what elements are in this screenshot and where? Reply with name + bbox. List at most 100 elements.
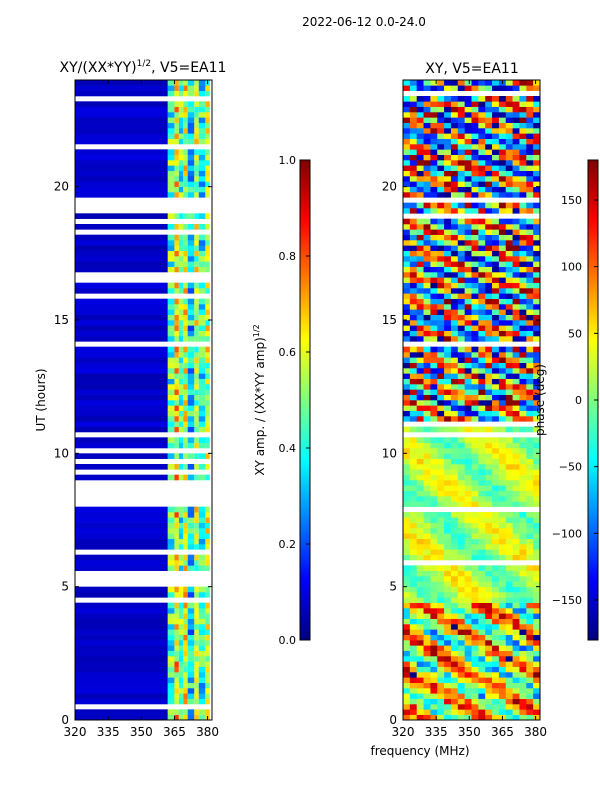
phase-cell: [450, 645, 459, 651]
phase-cell: [526, 176, 534, 182]
phase-cell: [478, 544, 486, 550]
phase-cell: [423, 373, 431, 379]
phase-cell: [512, 314, 520, 321]
phase-cell: [485, 208, 493, 214]
phase-cell: [526, 602, 534, 609]
amplitude-cell: [183, 538, 188, 545]
phase-cell: [457, 352, 465, 358]
phase-cell: [423, 693, 431, 699]
phase-cell: [464, 613, 472, 619]
phase-cell: [430, 400, 438, 406]
phase-cell: [464, 496, 472, 502]
amplitude-cell: [75, 640, 168, 646]
phase-cell: [464, 245, 472, 251]
phase-cell: [519, 677, 527, 683]
phase-cell: [485, 474, 493, 481]
phase-cell: [423, 80, 431, 86]
phase-cell: [519, 357, 527, 363]
amplitude-cell: [194, 352, 199, 358]
amplitude-cell: [187, 442, 195, 449]
phase-cell: [457, 554, 465, 561]
amplitude-cell: [75, 373, 168, 379]
phase-cell: [519, 416, 527, 422]
phase-cell: [403, 405, 411, 411]
phase-cell: [409, 714, 417, 721]
amplitude-cell: [205, 368, 210, 374]
amplitude-cell: [174, 618, 179, 625]
phase-cell: [430, 469, 438, 475]
phase-cell: [485, 133, 493, 139]
amplitude-cell: [183, 421, 188, 427]
phase-cell: [471, 677, 479, 683]
amplitude-cell: [174, 528, 179, 534]
phase-cell: [505, 250, 513, 257]
amplitude-cell: [187, 138, 195, 145]
phase-cell: [519, 272, 527, 278]
amplitude-cell: [75, 554, 168, 561]
amplitude-cell: [167, 304, 175, 310]
phase-cell: [492, 245, 500, 251]
phase-cell: [403, 298, 411, 305]
phase-cell: [409, 288, 417, 294]
phase-cell: [437, 128, 445, 134]
phase-cell: [526, 613, 534, 619]
amplitude-xtick-label: 350: [130, 725, 153, 739]
phase-cell: [512, 165, 520, 171]
phase-cell: [444, 149, 452, 155]
phase-cell: [457, 448, 465, 454]
phase-cell: [409, 330, 417, 337]
phase-cell: [526, 400, 534, 406]
phase-cell: [409, 544, 417, 550]
amplitude-cell: [205, 165, 210, 171]
phase-cell: [409, 698, 417, 705]
phase-cell: [409, 149, 417, 155]
amplitude-cell: [178, 336, 184, 342]
phase-cell: [437, 698, 445, 705]
phase-cell: [533, 384, 541, 390]
phase-cell: [533, 570, 541, 577]
phase-cell: [409, 309, 417, 315]
phase-cell: [478, 330, 486, 337]
amplitude-cell: [174, 330, 179, 337]
amplitude-cell: [167, 410, 175, 417]
phase-cell: [492, 192, 500, 198]
amplitude-cell: [178, 309, 184, 315]
phase-cell: [409, 677, 417, 683]
amplitude-cell: [178, 586, 184, 593]
phase-cell: [403, 640, 411, 646]
phase-x-axis: 320 335 350 365 380: [392, 80, 547, 739]
phase-cell: [464, 224, 472, 230]
phase-cell: [519, 437, 527, 443]
phase-cell: [492, 682, 500, 689]
amplitude-cell: [205, 506, 210, 513]
amplitude-cell: [178, 693, 184, 699]
amplitude-cell: [194, 389, 199, 395]
phase-cell: [409, 650, 417, 657]
phase-cell: [416, 138, 424, 145]
phase-cell: [450, 234, 459, 241]
phase-cell: [533, 464, 541, 470]
phase-cell: [498, 400, 507, 406]
phase-cell: [437, 400, 445, 406]
phase-cell: [512, 336, 520, 342]
amplitude-cell: [198, 352, 206, 358]
phase-cell: [519, 693, 527, 699]
amplitude-cell: [178, 389, 184, 395]
amplitude-cell: [194, 282, 199, 289]
amplitude-cell: [194, 330, 199, 337]
phase-cell: [416, 618, 424, 625]
phase-cell: [526, 709, 534, 715]
amplitude-cell: [167, 405, 175, 411]
phase-cell: [409, 250, 417, 257]
phase-cell: [409, 426, 417, 433]
phase-cell: [437, 544, 445, 550]
amplitude-cell: [194, 517, 199, 523]
phase-cell: [505, 485, 513, 491]
phase-cell: [498, 416, 507, 422]
phase-cell: [492, 298, 500, 305]
phase-cell: [457, 176, 465, 182]
amplitude-cell: [75, 336, 168, 342]
amplitude-cell: [174, 154, 179, 161]
phase-cell: [478, 693, 486, 699]
phase-cell: [403, 650, 411, 657]
